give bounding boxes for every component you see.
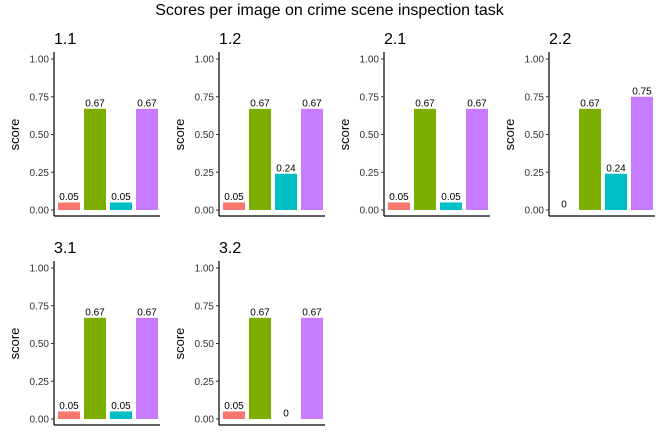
y-tick-label: 0.00 — [525, 206, 545, 217]
data-label: 0.24 — [276, 163, 296, 174]
panel-2-2: 2.2 0.00 0.25 0.50 0.75 1.00 score 0 0.67 0.24 0.7… — [502, 31, 655, 217]
y-tick-label: 0.00 — [195, 206, 215, 217]
data-label: 0.67 — [85, 98, 105, 109]
bar — [223, 411, 245, 419]
data-label: 0.05 — [224, 401, 244, 412]
y-tick-label: 0.50 — [30, 130, 50, 141]
bar — [136, 317, 158, 419]
data-label: 0.05 — [59, 401, 79, 412]
y-tick-label: 0.25 — [525, 168, 545, 179]
data-label: 0 — [561, 200, 567, 211]
y-tick-label: 0.75 — [360, 92, 380, 103]
bar — [605, 173, 627, 210]
y-tick-label: 0.50 — [525, 130, 545, 141]
bar — [110, 411, 132, 419]
bar — [110, 202, 132, 210]
bar — [301, 317, 323, 419]
panel-1-2: 1.2 0.00 0.25 0.50 0.75 1.00 score 0.05 0.67 0.24… — [172, 31, 325, 217]
data-label: 0.67 — [580, 98, 600, 109]
y-tick-label: 1.00 — [360, 55, 380, 66]
y-axis-label: score — [7, 328, 22, 360]
y-axis-label: score — [172, 119, 187, 151]
y-tick-label: 0.00 — [195, 415, 215, 426]
y-tick-label: 0.25 — [30, 168, 50, 179]
y-tick-label: 0.25 — [30, 377, 50, 388]
y-tick-label: 1.00 — [30, 55, 50, 66]
bar — [388, 202, 410, 210]
y-tick-label: 0.75 — [525, 92, 545, 103]
panel-title: 1.1 — [54, 31, 76, 48]
y-axis-label: score — [502, 119, 517, 151]
y-tick-label: 1.00 — [30, 264, 50, 275]
data-label: 0.67 — [137, 307, 157, 318]
bar — [58, 411, 80, 419]
bar — [136, 108, 158, 210]
data-label: 0.05 — [224, 192, 244, 203]
bar — [631, 96, 653, 210]
data-label: 0.05 — [111, 401, 131, 412]
y-tick-label: 0.50 — [30, 339, 50, 350]
data-label: 0.67 — [302, 307, 322, 318]
bar — [440, 202, 462, 210]
y-tick-label: 0.75 — [195, 92, 215, 103]
bar — [223, 202, 245, 210]
bar — [414, 108, 436, 210]
y-tick-label: 0.25 — [195, 168, 215, 179]
y-tick-label: 0.00 — [360, 206, 380, 217]
bar — [84, 108, 106, 210]
data-label: 0.67 — [302, 98, 322, 109]
y-tick-label: 0.75 — [30, 301, 50, 312]
data-label: 0.67 — [250, 98, 270, 109]
panel-1-1: 1.1 0.00 0.25 0.50 0.75 1.00 score 0.05 0.67 0.05… — [7, 31, 160, 217]
y-tick-label: 0.50 — [360, 130, 380, 141]
panel-3-1: 3.1 0.00 0.25 0.50 0.75 1.00 score 0.05 0.67 0.05… — [7, 240, 160, 426]
y-tick-label: 0.25 — [360, 168, 380, 179]
y-tick-label: 0.50 — [195, 339, 215, 350]
panel-title: 3.2 — [219, 240, 241, 257]
bar — [466, 108, 488, 210]
panel-title: 2.2 — [549, 31, 571, 48]
data-label: 0 — [283, 409, 289, 420]
data-label: 0.05 — [111, 192, 131, 203]
bar — [579, 108, 601, 210]
panel-title: 1.2 — [219, 31, 241, 48]
data-label: 0.67 — [137, 98, 157, 109]
y-tick-label: 0.00 — [30, 415, 50, 426]
y-axis-label: score — [172, 328, 187, 360]
panel-2-1: 2.1 0.00 0.25 0.50 0.75 1.00 score 0.05 0.67 0.05… — [337, 31, 490, 217]
chart-title: Scores per image on crime scene inspecti… — [155, 2, 504, 19]
bar — [84, 317, 106, 419]
data-label: 0.05 — [389, 192, 409, 203]
bar — [301, 108, 323, 210]
data-label: 0.05 — [441, 192, 461, 203]
panel-3-2: 3.2 0.00 0.25 0.50 0.75 1.00 score 0.05 0.67 0 0.6… — [172, 240, 325, 426]
y-tick-label: 1.00 — [195, 264, 215, 275]
y-tick-label: 0.75 — [195, 301, 215, 312]
panel-title: 3.1 — [54, 240, 76, 257]
y-tick-label: 0.50 — [195, 130, 215, 141]
data-label: 0.75 — [632, 86, 652, 97]
data-label: 0.24 — [606, 163, 626, 174]
bar — [249, 108, 271, 210]
bar — [58, 202, 80, 210]
data-label: 0.67 — [415, 98, 435, 109]
y-tick-label: 0.75 — [30, 92, 50, 103]
data-label: 0.67 — [467, 98, 487, 109]
y-tick-label: 0.00 — [30, 206, 50, 217]
data-label: 0.05 — [59, 192, 79, 203]
y-axis-label: score — [7, 119, 22, 151]
data-label: 0.67 — [250, 307, 270, 318]
y-tick-label: 1.00 — [525, 55, 545, 66]
panel-title: 2.1 — [384, 31, 406, 48]
y-axis-label: score — [337, 119, 352, 151]
bar — [275, 173, 297, 210]
bar — [249, 317, 271, 419]
y-tick-label: 1.00 — [195, 55, 215, 66]
y-tick-label: 0.25 — [195, 377, 215, 388]
data-label: 0.67 — [85, 307, 105, 318]
